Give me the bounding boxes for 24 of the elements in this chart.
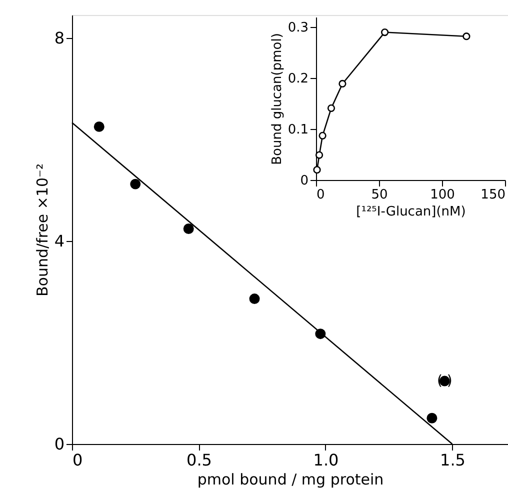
point [130,178,141,190]
y-tick-label: 8 [54,28,64,48]
y-tick-label: 0.1 [288,122,308,138]
x-tick-label: 0.5 [186,450,212,470]
y-axis-title: Bound glucan(pmol) [270,33,285,165]
y-axis-title: Bound/free ×10⁻² [33,164,52,296]
point [249,294,260,304]
y-tick-label: 4 [54,231,64,250]
x-tick-label: 50 [371,188,388,202]
point [426,412,438,424]
y-tick-label: 0 [300,174,308,188]
x-tick-label: 1.5 [440,450,466,470]
x-axis-title: [¹²⁵I-Glucan](nM) [356,204,466,220]
x-tick-label: 1.0 [313,450,339,470]
x-tick-label: 100 [430,188,455,202]
point [94,121,104,132]
point [183,224,194,234]
y-tick-label: 0.3 [288,20,308,36]
y-tick-label: 0.2 [288,72,308,87]
y-tick-label: 0 [54,434,64,454]
x-tick-label: 150 [480,188,506,202]
x-axis-title: pmol bound / mg protein [197,470,384,488]
x-tick-label: 0 [72,450,83,470]
x-tick-label: 0 [316,188,325,202]
